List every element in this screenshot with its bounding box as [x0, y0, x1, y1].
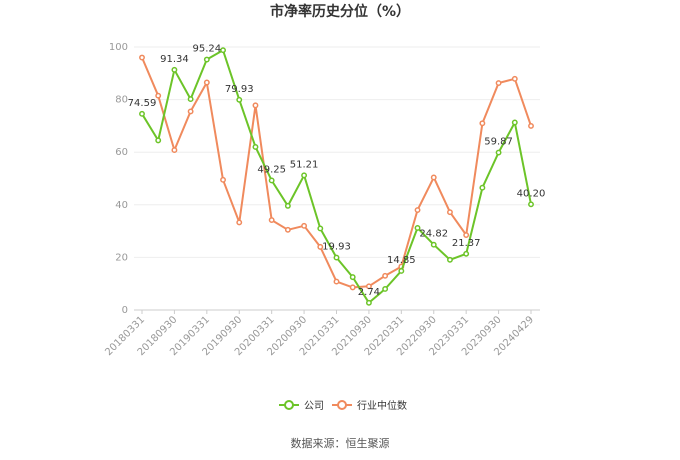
company-data-label: 24.82 — [419, 229, 448, 240]
industry-point — [365, 283, 372, 290]
series-layer — [139, 47, 534, 306]
industry-point — [414, 207, 421, 214]
company-data-label: 79.93 — [225, 84, 254, 95]
company-point — [203, 56, 210, 63]
industry-point — [463, 232, 470, 238]
company-point — [284, 202, 291, 209]
company-data-label: 19.93 — [322, 242, 351, 253]
company-point — [463, 250, 470, 257]
industry-point — [317, 243, 324, 250]
company-data-label: 2.74 — [358, 287, 380, 298]
company-point — [268, 177, 275, 184]
company-data-label: 49.25 — [257, 164, 286, 175]
legend-item-industry[interactable]: 行业中位数 — [332, 399, 407, 412]
industry-point — [382, 272, 389, 279]
company-point — [349, 274, 356, 281]
industry-point — [252, 102, 259, 109]
industry-point — [511, 75, 518, 82]
company-point — [317, 225, 324, 232]
legend-industry-label: 行业中位数 — [357, 399, 407, 412]
company-point — [139, 110, 145, 117]
chart-title: 市净率历史分位（%） — [270, 3, 410, 20]
y-tick-label: 0 — [122, 305, 128, 316]
company-data-label: 40.20 — [517, 188, 546, 199]
legend-item-company[interactable]: 公司 — [279, 400, 324, 412]
industry-point — [220, 176, 226, 183]
y-tick-label: 80 — [115, 95, 128, 106]
company-point — [430, 241, 437, 248]
industry-point — [301, 222, 308, 229]
legend-company-label: 公司 — [304, 401, 324, 412]
industry-point — [236, 219, 243, 226]
industry-point — [187, 108, 194, 115]
company-point — [155, 137, 162, 144]
company-point — [382, 286, 389, 292]
y-tick-label: 40 — [115, 200, 128, 211]
company-data-label: 95.24 — [193, 44, 222, 55]
company-data-label: 51.21 — [290, 159, 319, 170]
industry-point — [171, 147, 178, 154]
y-tick-label: 20 — [115, 252, 128, 263]
company-data-label: 59.87 — [484, 137, 513, 148]
company-point — [414, 224, 421, 231]
industry-point — [349, 284, 356, 291]
industry-point — [495, 80, 502, 86]
industry-point — [333, 278, 340, 285]
data-source-note: 数据来源：恒生聚源 — [291, 436, 390, 450]
legend-company-marker — [284, 400, 294, 410]
company-point — [301, 172, 308, 179]
company-point — [495, 149, 502, 156]
legend-industry-marker — [337, 400, 347, 410]
company-point — [528, 201, 534, 208]
company-data-label: 74.59 — [128, 98, 157, 109]
industry-point — [268, 217, 275, 224]
company-point — [365, 299, 372, 306]
industry-point — [528, 122, 534, 129]
grid-lines — [134, 46, 540, 258]
industry-point — [139, 54, 145, 61]
industry-point — [155, 92, 162, 99]
company-series-line — [141, 49, 532, 304]
company-point — [236, 96, 243, 103]
company-point — [479, 184, 486, 191]
industry-series-line — [141, 57, 532, 289]
company-point — [447, 256, 453, 263]
legend: 公司 行业中位数 — [279, 399, 407, 412]
company-point — [220, 47, 226, 54]
axes: 0204060801002018033120180930201903312019… — [103, 42, 540, 358]
industry-point — [479, 120, 486, 127]
industry-point — [447, 209, 453, 216]
company-data-label: 91.34 — [160, 54, 189, 65]
y-tick-label: 60 — [115, 147, 128, 158]
company-point — [252, 143, 259, 150]
industry-point — [203, 79, 210, 86]
company-data-label: 21.37 — [452, 238, 481, 249]
industry-point — [430, 174, 437, 181]
company-data-label: 14.85 — [387, 255, 416, 266]
company-point — [398, 267, 405, 274]
company-point — [187, 96, 194, 103]
data-labels: 74.59 91.34 95.24 79.93 49.25 51.21 19.93 2.74 1… — [128, 44, 546, 298]
company-point — [333, 254, 340, 261]
company-point — [171, 66, 178, 73]
y-tick-label: 100 — [109, 42, 128, 53]
industry-point — [284, 226, 291, 233]
company-point — [511, 119, 518, 126]
